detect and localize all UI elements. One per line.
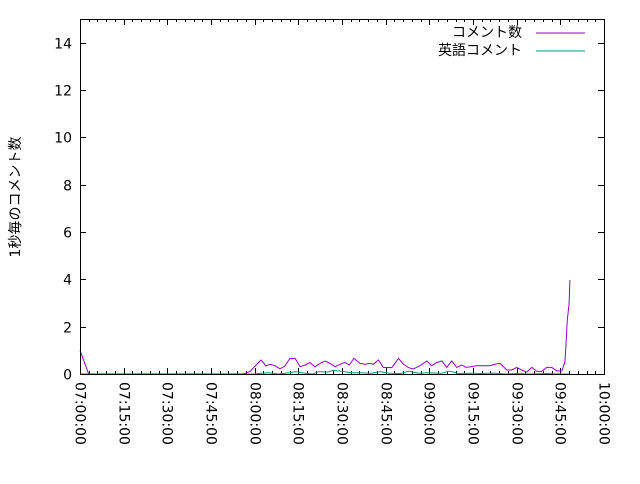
x-tick-label: 07:00:00 [72,382,88,445]
x-tick-label: 08:45:00 [378,382,394,445]
x-tick-label: 07:15:00 [116,382,132,445]
series-line-0 [79,279,571,375]
y-tick-label: 4 [63,273,72,289]
axis-ticks: 0 2 4 6 8 10 12 14 07:00:00 07:15:00 07:30:00 07:45… [54,19,612,445]
x-tick-label: 08:00:00 [247,382,263,445]
x-tick-label: 07:45:00 [203,382,219,445]
series-line-1 [80,369,570,375]
x-tick-label: 09:30:00 [509,382,525,445]
x-tick-label: 07:30:00 [159,382,175,445]
legend-label-1: 英語コメント [438,42,522,59]
y-tick-label: 10 [54,131,72,147]
legend-label-0: コメント数 [452,25,522,41]
series-layer [79,279,571,375]
x-tick-label: 09:15:00 [465,382,481,445]
y-tick-label: 8 [63,179,72,195]
plot-frame [80,19,605,375]
x-tick-label: 08:15:00 [290,382,306,445]
x-tick-label: 08:30:00 [334,382,350,445]
y-tick-label: 6 [63,226,72,242]
y-tick-label: 0 [63,368,72,384]
y-tick-label: 2 [63,321,72,337]
x-tick-label: 10:00:00 [596,382,612,445]
x-tick-label: 09:45:00 [552,382,568,445]
x-tick-label: 09:00:00 [421,382,437,445]
y-tick-label: 12 [54,84,72,100]
y-tick-label: 14 [54,37,72,53]
y-axis-label: 1秒毎のコメント数 [8,137,24,258]
legend: コメント数 英語コメント [438,25,585,59]
